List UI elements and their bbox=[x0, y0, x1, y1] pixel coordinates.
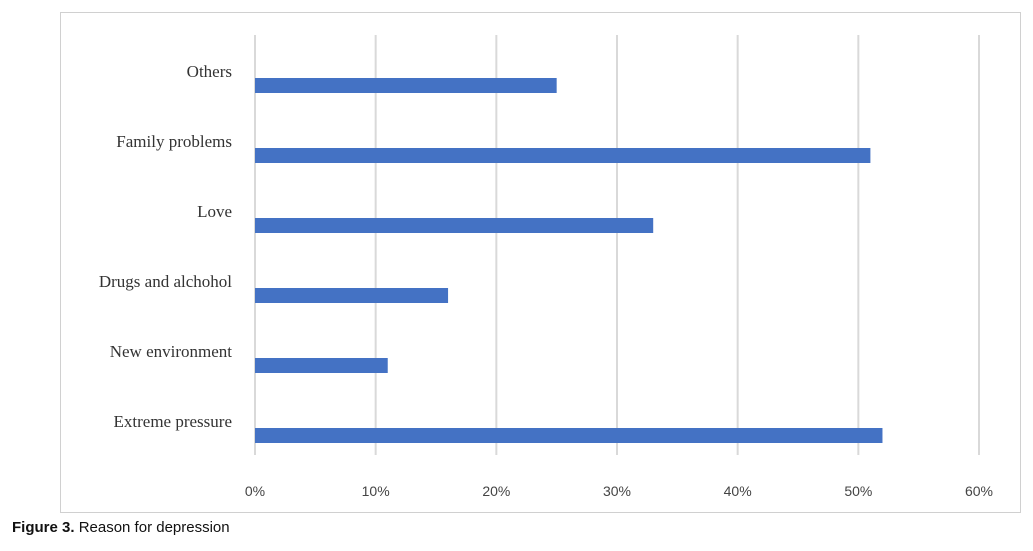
bar bbox=[255, 218, 654, 233]
figure-caption: Figure 3. Reason for depression bbox=[12, 519, 230, 536]
bar bbox=[255, 358, 388, 373]
chart-frame bbox=[60, 12, 1021, 513]
x-tick-label: 30% bbox=[603, 483, 631, 499]
bar bbox=[255, 148, 871, 163]
category-label: Drugs and alchohol bbox=[99, 272, 232, 291]
x-tick-label: 50% bbox=[844, 483, 872, 499]
chart: 0% 10% 20% 30% 40% 50% 60% Others Family problem… bbox=[60, 12, 1021, 513]
caption-label: Figure 3. bbox=[12, 519, 75, 536]
x-tick-label: 40% bbox=[724, 483, 752, 499]
category-label: New environment bbox=[110, 342, 233, 361]
x-tick-label: 0% bbox=[245, 483, 265, 499]
category-label: Love bbox=[197, 202, 232, 221]
x-tick-label: 60% bbox=[965, 483, 993, 499]
bar bbox=[255, 288, 449, 303]
x-tick-label: 20% bbox=[482, 483, 510, 499]
x-tick-label: 10% bbox=[362, 483, 390, 499]
bar bbox=[255, 78, 557, 93]
category-label: Extreme pressure bbox=[114, 412, 232, 431]
category-label: Family problems bbox=[116, 132, 232, 151]
category-label: Others bbox=[187, 62, 232, 81]
caption-text: Reason for depression bbox=[78, 519, 230, 536]
bar bbox=[255, 428, 883, 443]
